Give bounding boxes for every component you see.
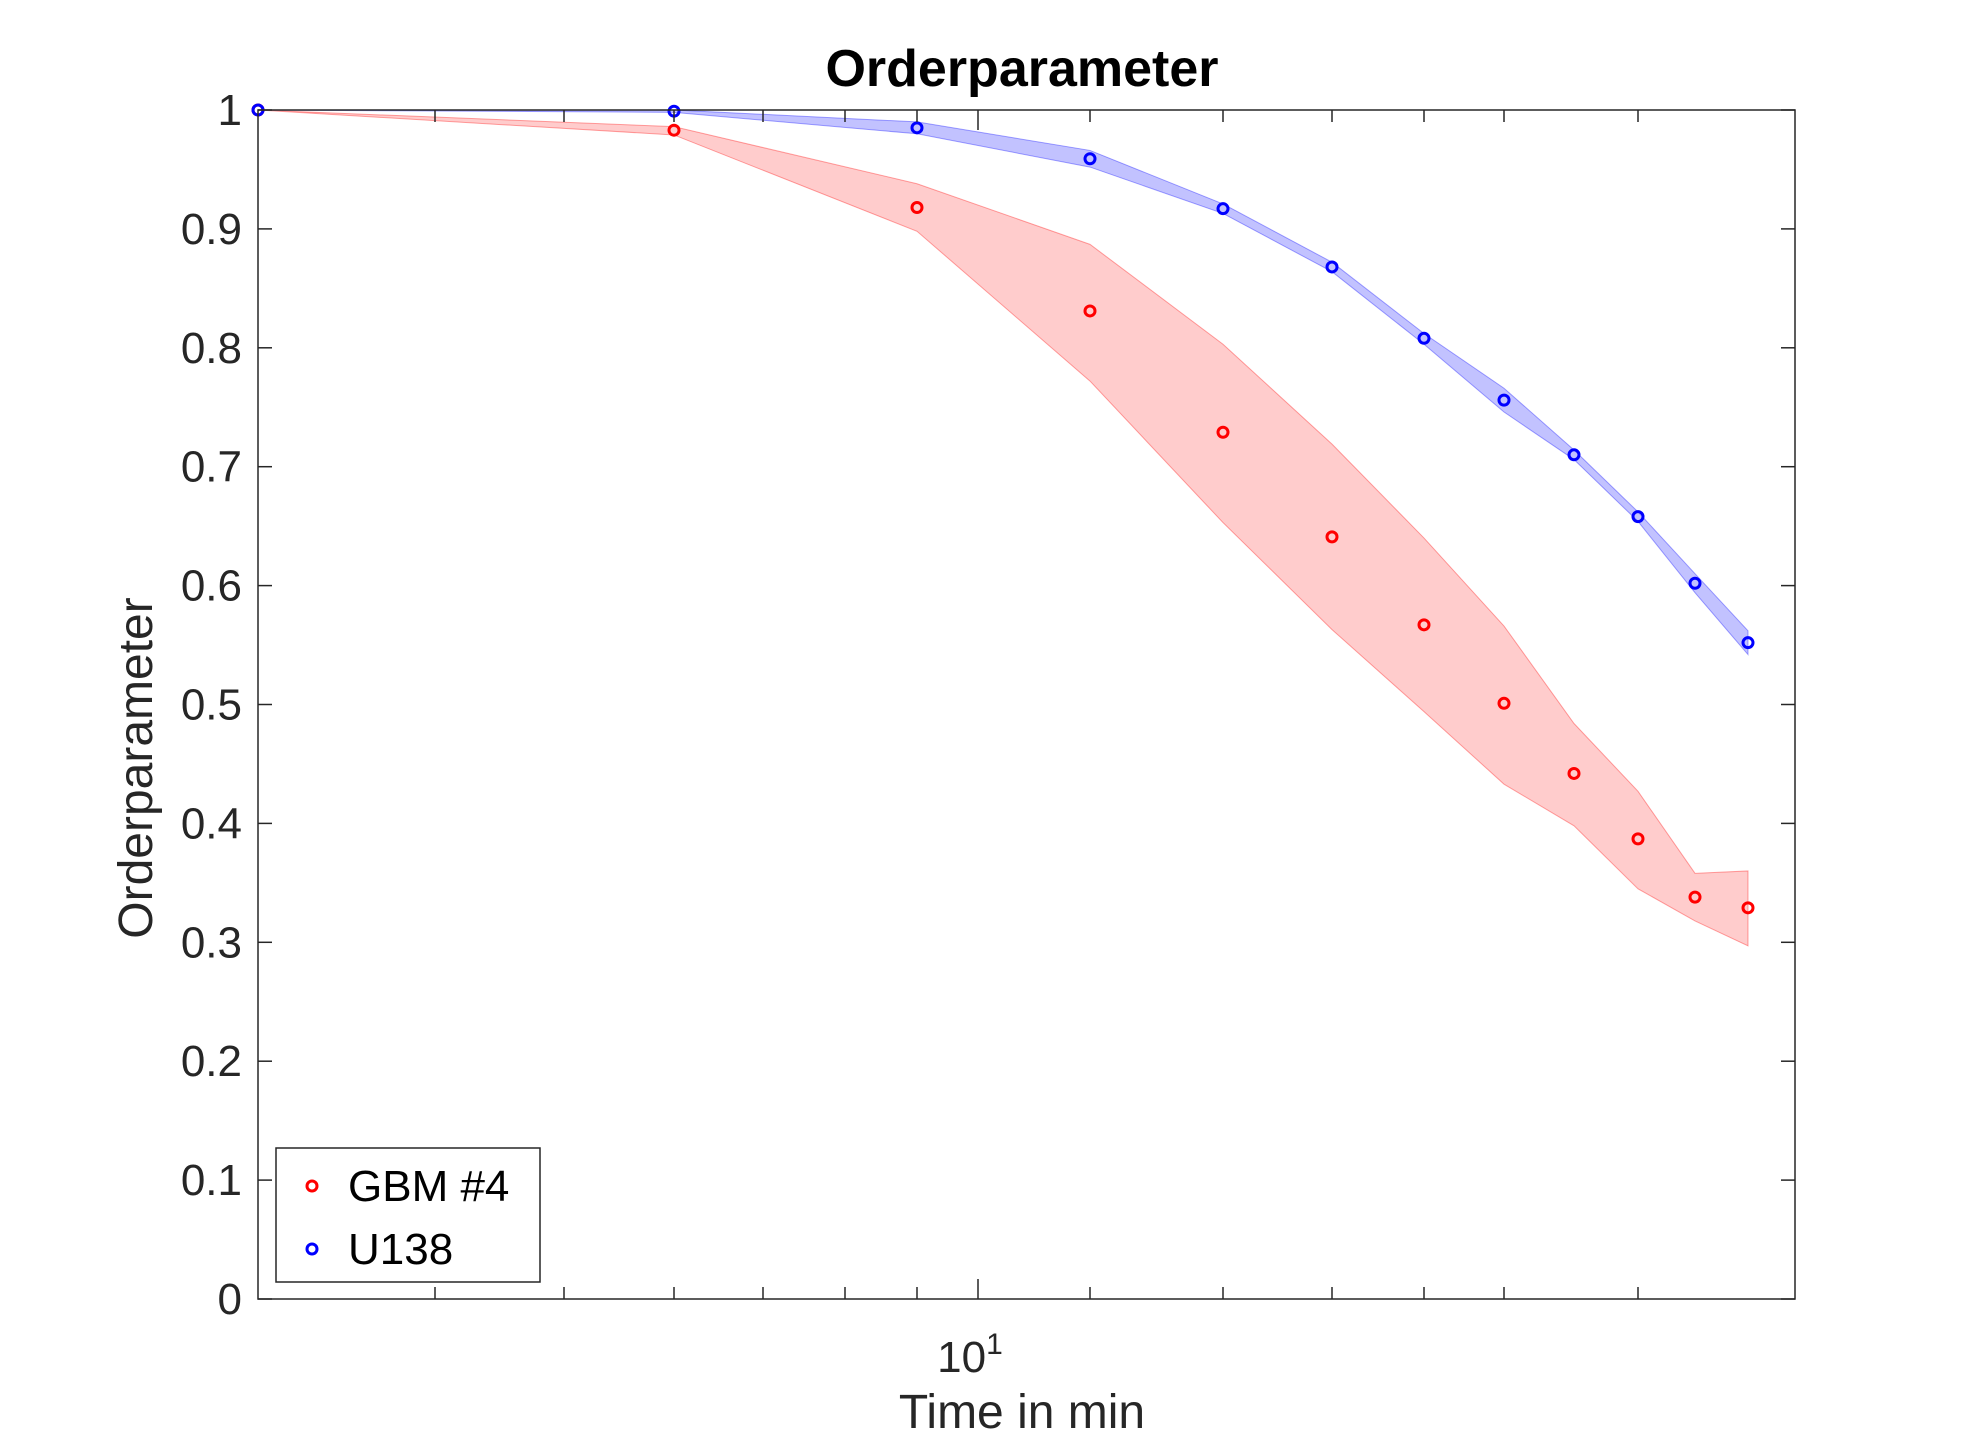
legend-marker-gbm4	[305, 1179, 319, 1193]
y-tick-label: 0.3	[181, 918, 242, 967]
legend: GBM #4 U138	[275, 1147, 541, 1283]
y-tick-label: 1	[218, 86, 242, 135]
y-tick-label: 0.2	[181, 1037, 242, 1086]
point-u138	[1417, 331, 1431, 345]
point-gbm-4	[1688, 890, 1702, 904]
band-u138	[257, 109, 1749, 656]
chart-title: Orderparameter	[825, 40, 1218, 98]
y-tick-label: 0.9	[181, 205, 242, 254]
legend-label-u138: U138	[348, 1225, 453, 1274]
point-u138	[1741, 636, 1755, 650]
point-u138	[910, 121, 924, 135]
y-tick-label: 0.8	[181, 324, 242, 373]
point-gbm-4	[1741, 901, 1755, 915]
y-tick-label: 0.5	[181, 681, 242, 730]
point-u138	[1083, 152, 1097, 166]
y-axis-label: Orderparameter	[110, 597, 163, 938]
point-gbm-4	[910, 200, 924, 214]
band-gbm-4	[257, 109, 1749, 947]
point-gbm-4	[1325, 530, 1339, 544]
legend-box	[275, 1147, 541, 1283]
confidence-bands	[257, 109, 1749, 947]
x-tick-label-10: 101	[937, 1328, 1003, 1382]
data-points	[251, 103, 1755, 915]
point-u138	[1497, 393, 1511, 407]
point-u138	[1567, 448, 1581, 462]
y-tick-label: 0.1	[181, 1156, 242, 1205]
point-gbm-4	[1497, 696, 1511, 710]
point-u138	[1216, 202, 1230, 216]
point-gbm-4	[1631, 832, 1645, 846]
point-u138	[1325, 260, 1339, 274]
legend-marker-u138	[305, 1242, 319, 1256]
x-axis-ticks	[434, 110, 1639, 1299]
y-tick-label: 0.7	[181, 443, 242, 492]
point-u138	[1688, 576, 1702, 590]
point-gbm-4	[1417, 618, 1431, 632]
legend-label-gbm4: GBM #4	[348, 1162, 509, 1211]
x-axis-label: Time in min	[899, 1386, 1145, 1439]
point-gbm-4	[1216, 425, 1230, 439]
point-u138	[1631, 510, 1645, 524]
y-tick-label: 0.4	[181, 799, 242, 848]
point-gbm-4	[1083, 304, 1097, 318]
y-tick-label: 0.6	[181, 562, 242, 611]
point-gbm-4	[1567, 766, 1581, 780]
y-tick-label: 0	[218, 1275, 242, 1324]
y-axis-ticks: 0 0.1 0.2 0.3 0.4 0.5 0.6 0.7 0.8 0.9 1	[181, 86, 1795, 1324]
point-gbm-4	[667, 123, 681, 137]
